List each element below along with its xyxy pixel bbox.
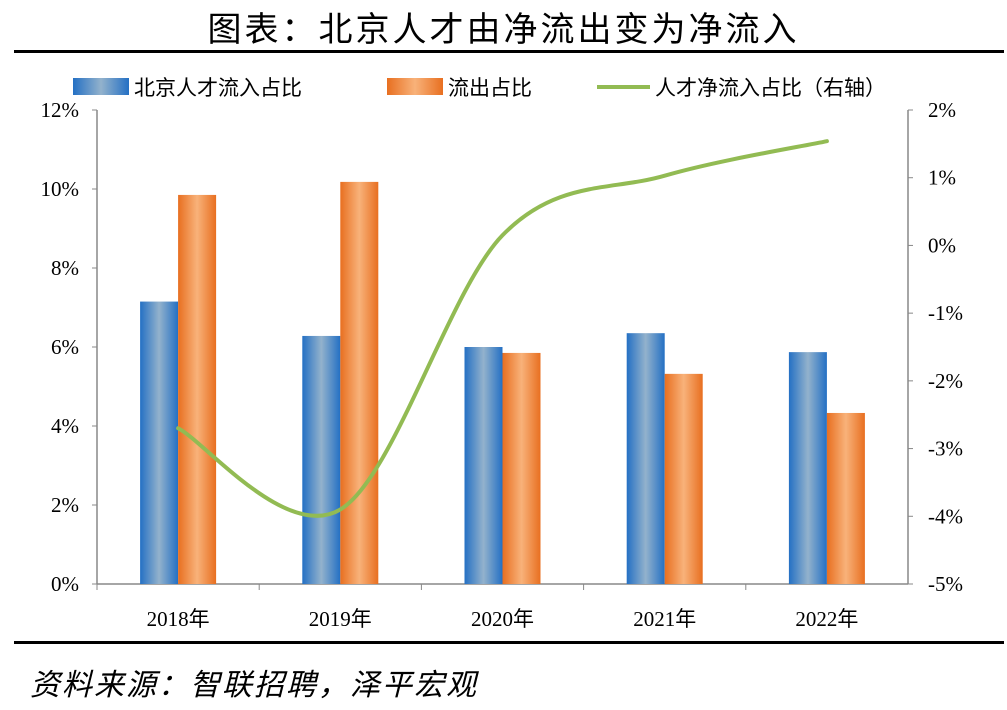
right-tick-label: -3% bbox=[928, 437, 963, 461]
x-tick-label: 2020年 bbox=[471, 607, 534, 631]
source-note: 资料来源：智联招聘，泽平宏观 bbox=[30, 669, 478, 702]
x-tick-label: 2019年 bbox=[309, 607, 372, 631]
bar-inflow-2021年 bbox=[626, 333, 665, 584]
legend-label-inflow: 北京人才流入占比 bbox=[134, 76, 302, 100]
left-tick-label: 6% bbox=[51, 335, 79, 359]
bar-inflow-2022年 bbox=[788, 352, 827, 584]
bar-inflow-2019年 bbox=[302, 335, 341, 584]
line-net-inflow bbox=[176, 139, 829, 518]
x-tick-label: 2022年 bbox=[795, 607, 858, 631]
right-tick-label: 0% bbox=[928, 233, 956, 257]
left-tick-label: 0% bbox=[51, 572, 79, 596]
legend-label-net: 人才净流入占比（右轴） bbox=[655, 76, 886, 100]
legend-label-outflow: 流出占比 bbox=[448, 76, 532, 100]
footer-rule bbox=[14, 641, 1004, 644]
left-tick-label: 2% bbox=[51, 493, 79, 517]
legend-swatch-outflow bbox=[387, 78, 443, 95]
left-tick-label: 8% bbox=[51, 256, 79, 280]
left-tick-label: 12% bbox=[41, 98, 80, 122]
right-tick-label: 1% bbox=[928, 166, 956, 190]
bar-inflow-2020年 bbox=[464, 347, 503, 584]
left-tick-label: 4% bbox=[51, 414, 79, 438]
right-tick-label: -1% bbox=[928, 301, 963, 325]
title-rule bbox=[14, 50, 1004, 53]
bar-outflow-2018年 bbox=[178, 194, 217, 585]
bar-outflow-2020年 bbox=[502, 352, 541, 584]
x-tick-label: 2021年 bbox=[633, 607, 696, 631]
right-tick-label: 2% bbox=[928, 98, 956, 122]
bar-inflow-2018年 bbox=[140, 301, 179, 584]
right-tick-label: -5% bbox=[928, 572, 963, 596]
right-tick-label: -2% bbox=[928, 369, 963, 393]
right-tick-label: -4% bbox=[928, 504, 963, 528]
x-tick-label: 2018年 bbox=[147, 607, 210, 631]
bar-outflow-2021年 bbox=[664, 373, 703, 584]
left-tick-label: 10% bbox=[41, 177, 80, 201]
legend-swatch-inflow bbox=[73, 78, 129, 95]
bar-outflow-2019年 bbox=[340, 181, 379, 584]
bar-outflow-2022年 bbox=[826, 412, 865, 584]
chart-title: 图表：北京人才由净流出变为净流入 bbox=[207, 12, 800, 49]
